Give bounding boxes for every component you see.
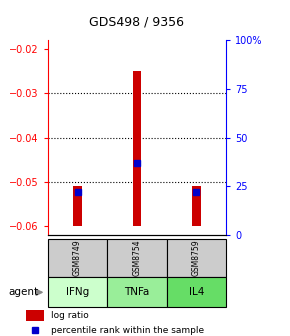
FancyBboxPatch shape <box>48 239 107 277</box>
FancyBboxPatch shape <box>107 239 167 277</box>
Text: IL4: IL4 <box>189 287 204 297</box>
FancyBboxPatch shape <box>167 239 226 277</box>
Bar <box>26 310 44 321</box>
Bar <box>192 186 201 226</box>
Text: agent: agent <box>9 287 39 297</box>
Text: GSM8754: GSM8754 <box>133 240 142 276</box>
FancyBboxPatch shape <box>48 277 107 307</box>
Text: GDS498 / 9356: GDS498 / 9356 <box>89 15 184 28</box>
Text: IFNg: IFNg <box>66 287 89 297</box>
Text: TNFa: TNFa <box>124 287 150 297</box>
Bar <box>73 186 82 226</box>
Text: log ratio: log ratio <box>50 311 88 320</box>
Text: GSM8749: GSM8749 <box>73 240 82 276</box>
FancyBboxPatch shape <box>167 277 226 307</box>
Bar <box>133 71 142 226</box>
Text: GSM8759: GSM8759 <box>192 240 201 276</box>
FancyBboxPatch shape <box>107 277 167 307</box>
Text: percentile rank within the sample: percentile rank within the sample <box>50 326 204 335</box>
